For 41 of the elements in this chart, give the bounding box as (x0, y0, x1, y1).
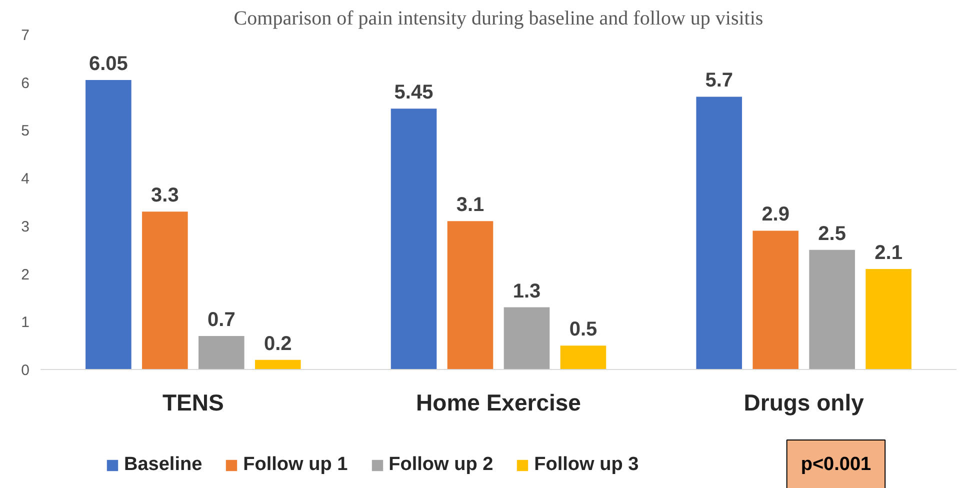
bar (390, 108, 437, 370)
text: p<0.001 (800, 454, 872, 475)
bar (504, 307, 550, 370)
x-tick-label: Home Exercise (416, 390, 581, 416)
data-label: 0.7 (208, 309, 236, 331)
bar (198, 336, 244, 370)
y-tick-label: 4 (21, 170, 30, 188)
data-label: 5.45 (394, 82, 434, 104)
bar (447, 221, 494, 370)
y-tick-label: 1 (21, 314, 30, 332)
legend-label: Follow up 2 (388, 454, 494, 476)
y-tick-label: 6 (21, 74, 30, 92)
x-tick-label: TENS (162, 390, 224, 416)
x-tick-label: Drugs only (744, 390, 864, 416)
bar (809, 250, 855, 370)
bar (254, 360, 301, 370)
data-label: 2.5 (818, 222, 846, 245)
y-tick-label: 5 (21, 122, 30, 140)
data-label: 1.3 (512, 280, 541, 302)
bar (752, 230, 798, 370)
y-tick-label: 2 (21, 266, 30, 284)
y-tick-label: 7 (21, 27, 30, 44)
legend-label: Follow up 3 (534, 454, 639, 476)
bar (696, 96, 742, 370)
data-label: 6.05 (88, 52, 128, 75)
y-tick-label: 3 (21, 218, 30, 236)
data-label: 0.5 (569, 318, 598, 341)
legend-label: Baseline (124, 454, 202, 476)
data-label: 2.1 (874, 242, 902, 264)
data-label: 2.9 (762, 204, 790, 226)
data-label: 5.7 (705, 70, 734, 92)
legend-label: Follow up 1 (243, 454, 348, 476)
data-label: 3.3 (151, 184, 179, 207)
data-label: 0.2 (264, 332, 292, 355)
bar (866, 269, 912, 370)
y-tick-label: 0 (21, 362, 30, 379)
data-label: 3.1 (456, 194, 484, 216)
chart-title: Comparison of pain intensity during baseline and follow up visitis (234, 8, 764, 30)
bar (560, 346, 606, 370)
bar (142, 212, 188, 370)
bar (86, 80, 132, 370)
